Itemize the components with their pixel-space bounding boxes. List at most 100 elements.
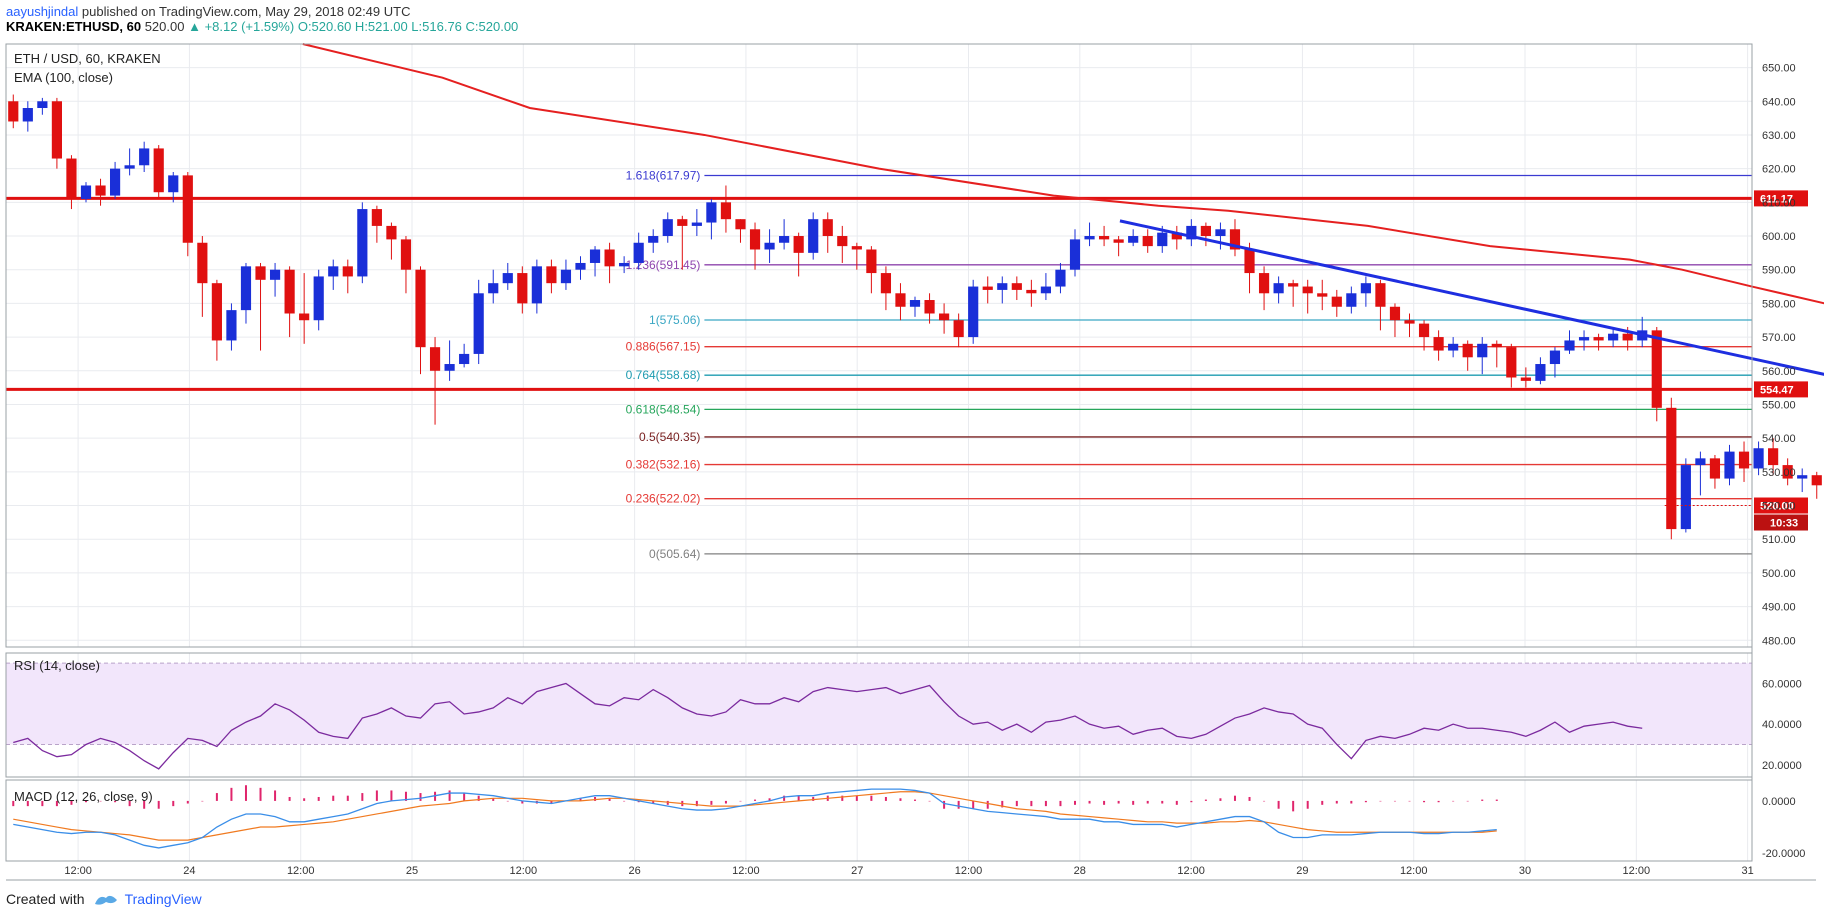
macd-hist-bar [1335,800,1338,804]
macd-hist-bar [12,800,15,807]
x-tick-label: 12:00 [64,865,92,877]
x-tick-label: 29 [1296,865,1308,877]
macd-hist-bar [928,800,931,802]
x-tick-label: 12:00 [1623,865,1651,877]
macd-hist-bar [1364,800,1367,803]
author-link[interactable]: aayushjindal [6,4,79,19]
macd-hist-bar [506,800,509,802]
candle-body [1593,337,1604,341]
candle-body [1055,269,1066,287]
macd-hist-bar [710,800,713,805]
candle-body [648,236,659,243]
pane-frames [5,43,1816,881]
fib-label: 1.618(617.97) [626,168,701,182]
y-tick-label: 520.00 [1762,501,1796,513]
macd-hist-bar [172,800,175,807]
candle-body [575,262,586,270]
macd-hist-bar [70,800,73,805]
macd-hist-bar [608,798,611,801]
candle-body [284,269,295,314]
macd-hist-bar [724,800,727,804]
macd-hist-bar [812,796,815,801]
candle-body [1578,337,1590,341]
macd-hist-bar [884,796,887,801]
candle-body [1506,347,1517,378]
footer-brand[interactable]: TradingView [124,891,202,907]
x-tick-label: 28 [1074,865,1086,877]
candle-body [1462,343,1473,358]
macd-hist-bar [404,791,407,801]
macd-hist-bar [230,787,233,801]
macd-hist-bar [1161,800,1164,804]
x-tick-label: 24 [183,865,195,877]
candle-body [386,225,397,240]
candle-body [837,236,848,247]
macd-line [13,788,1497,849]
x-tick-label: 12:00 [1177,865,1205,877]
candle-body [1084,236,1095,240]
y-tick-label: 630.00 [1762,130,1796,142]
macd-hist-bar [594,796,597,801]
macd-hist-bar [1452,800,1455,802]
candle-body [1346,293,1357,307]
grid-lines [6,44,1752,861]
macd-hist-bar [288,796,291,801]
x-tick-label: 12:00 [287,865,315,877]
axes: 12:00 24 12:00 25 12:00 26 12:00 27 12:00 28 12:00… [64,63,1805,877]
candle-body [400,239,412,270]
level-price-tag [1754,381,1808,398]
candle-body [1040,286,1051,294]
tradingview-logo-icon [94,895,117,905]
macd-hist-bar [986,800,989,809]
y-tick-label: 590.00 [1762,265,1796,277]
candle-body [1331,296,1342,307]
fibonacci-levels: 1.618(617.97) 1.236(591.45) 1(575.06) 0.886… [626,168,1752,561]
macd-hist-bar [797,795,800,801]
x-tick-label: 26 [628,865,640,877]
y-tick-label: 540.00 [1762,433,1796,445]
rsi-band [6,663,1752,745]
macd-hist-bar [244,785,247,801]
macd-hist-bar [346,795,349,801]
ema-legend: EMA (100, close) [14,70,113,85]
candle-body [953,320,964,338]
candle-body [1360,283,1371,294]
candle-body [1229,229,1241,250]
macd-hist-bar [1233,795,1236,801]
rsi-tick-label: 40.0000 [1762,719,1802,731]
candle-body [1477,343,1488,358]
candle-body [706,202,717,223]
candle-body [255,266,266,280]
candle-body [1026,289,1037,294]
macd-hist-bar [1481,799,1484,801]
candle-body [371,209,382,226]
candle-body [95,185,106,196]
level-price-label: 611.17 [1760,193,1793,205]
fib-label: 0.236(522.02) [626,492,701,506]
candle-body [109,168,121,196]
candle-body [1215,229,1226,237]
candle-body [677,219,688,226]
macd-hist-bar [1132,800,1135,805]
macd-hist-bar [1001,800,1004,808]
x-tick-label: 12:00 [955,865,983,877]
candle-body [1142,236,1153,247]
candle-body [153,148,164,193]
candle-body [22,108,33,122]
candle-body [1535,364,1546,381]
y-tick-label: 510.00 [1762,534,1796,546]
macd-hist-bar [1495,799,1498,801]
fib-label: 0.382(532.16) [626,458,701,472]
y-tick-label: 620.00 [1762,164,1796,176]
countdown-label: 10:33 [1770,518,1798,530]
candle-body [37,101,48,109]
y-tick-label: 530.00 [1762,467,1796,479]
candle-body [51,101,62,159]
macd-hist-bar [99,800,102,802]
candle-body [619,262,630,267]
pane-frame [5,43,1753,648]
x-tick-label: 12:00 [732,865,760,877]
symbol-label: KRAKEN:ETHUSD, 60 [6,19,142,34]
candle-body [313,276,324,321]
